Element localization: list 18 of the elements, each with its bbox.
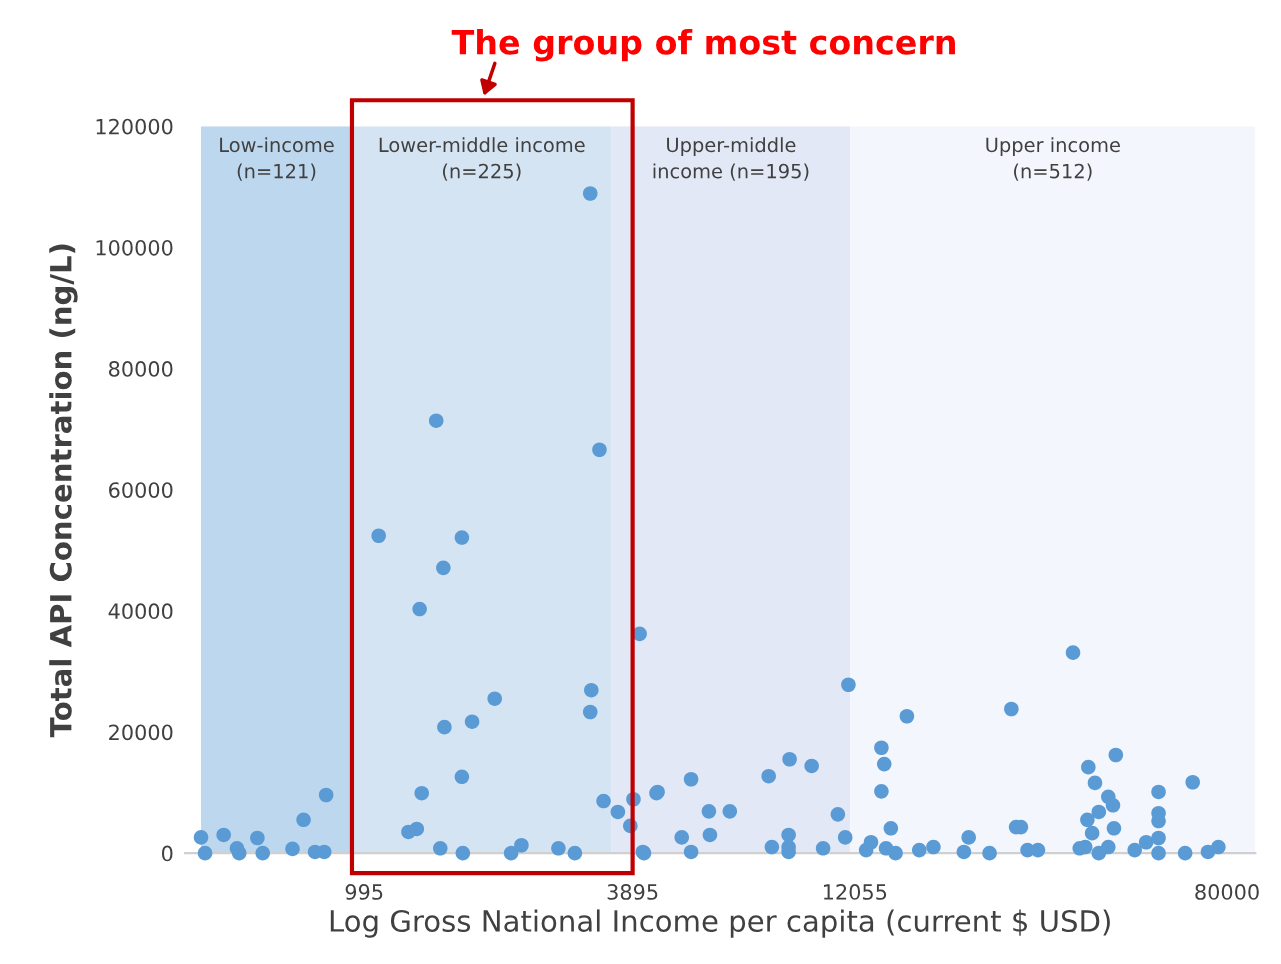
- x-tick-label: 12055: [823, 884, 887, 900]
- x-tick-label: 80000: [1195, 884, 1259, 900]
- band-label: Lower-middle income (n=225): [379, 137, 585, 181]
- band-label: Low-income (n=121): [220, 137, 334, 181]
- y-tick-label: 100000: [96, 239, 173, 256]
- y-axis-title: Total API Concentration (ng/L): [49, 244, 78, 738]
- y-tick-label: 80000: [109, 361, 173, 377]
- x-axis-title: Log Gross National Income per capita (current $ USD): [330, 909, 1110, 938]
- y-tick-label: 120000: [96, 118, 173, 135]
- text: The group of most concern: [451, 28, 955, 62]
- y-tick-label: 60000: [109, 482, 173, 498]
- y-tick-label: 20000: [109, 724, 173, 741]
- y-tick-label: 40000: [108, 603, 173, 620]
- x-tick-label: 3895: [607, 884, 658, 900]
- y-tick-label: 0: [161, 845, 173, 862]
- x-tick-label: 995: [345, 884, 383, 900]
- band-label: Upper-middle income (n=195): [653, 137, 809, 181]
- band-label: Upper income (n=512): [986, 137, 1120, 181]
